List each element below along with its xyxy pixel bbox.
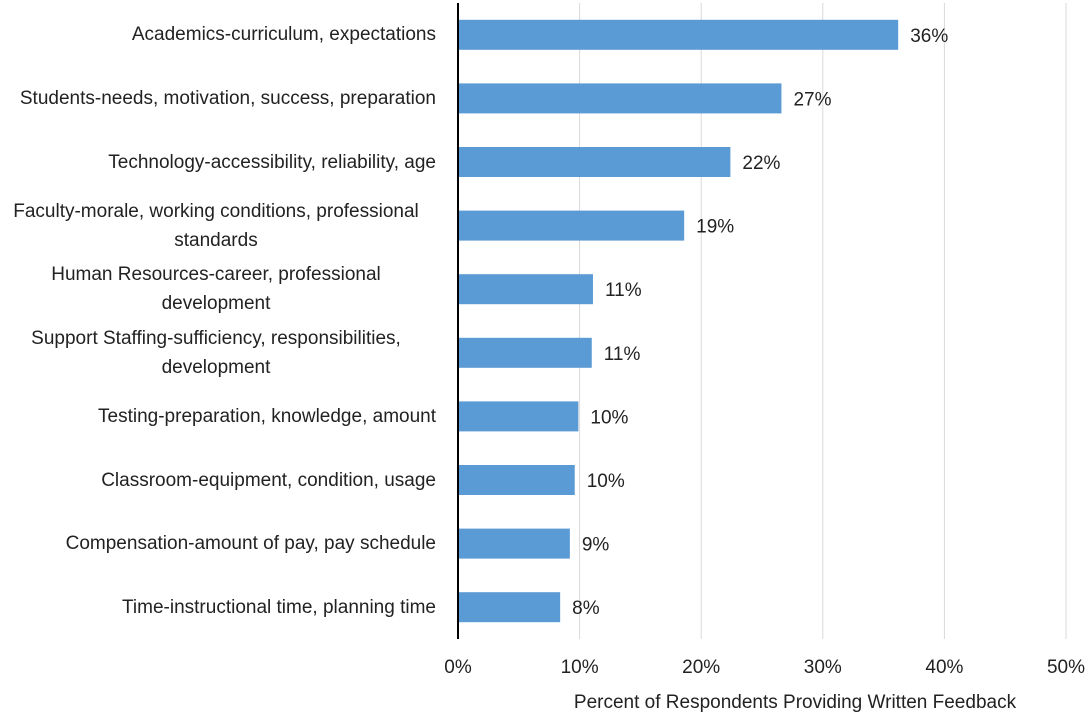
category-label-box: Classroom-equipment, condition, usage xyxy=(0,448,436,512)
y-tick-label: Students-needs, motivation, success, pre… xyxy=(19,87,436,109)
category-label-box: Human Resources-career, professional dev… xyxy=(0,257,436,321)
y-tick-label: Faculty-morale, working conditions, prof… xyxy=(13,200,419,251)
category-label-box: Compensation-amount of pay, pay schedule xyxy=(0,512,436,576)
y-tick-label: Technology-accessibility, reliability, a… xyxy=(108,151,436,173)
y-tick-label: Academics-curriculum, expectations xyxy=(131,24,436,46)
bar xyxy=(458,337,592,368)
data-label: 10% xyxy=(590,407,628,428)
bar xyxy=(458,592,561,623)
y-tick-label: Compensation-amount of pay, pay schedule xyxy=(65,533,436,555)
category-label-box: Students-needs, motivation, success, pre… xyxy=(0,66,436,130)
x-tick-label: 20% xyxy=(682,657,720,678)
bar xyxy=(458,465,575,495)
y-tick-label: Human Resources-career, professional dev… xyxy=(51,264,381,315)
data-label: 19% xyxy=(696,217,734,238)
x-tick-label: 10% xyxy=(561,657,599,678)
x-tick-label: 50% xyxy=(1047,657,1085,678)
data-label: 9% xyxy=(582,535,610,556)
category-label-box: Technology-accessibility, reliability, a… xyxy=(0,130,436,194)
category-label-box: Academics-curriculum, expectations xyxy=(0,3,436,67)
y-tick-label: Testing-preparation, knowledge, amount xyxy=(98,405,436,427)
x-tick-label: 30% xyxy=(804,657,842,678)
data-label: 11% xyxy=(604,344,641,365)
data-label: 27% xyxy=(793,89,831,110)
bar xyxy=(458,83,782,114)
data-label: 36% xyxy=(910,26,948,47)
bar xyxy=(458,147,731,177)
data-label: 22% xyxy=(742,153,780,174)
bar xyxy=(458,401,579,432)
category-label-box: Faculty-morale, working conditions, prof… xyxy=(0,194,436,258)
bar xyxy=(458,210,685,241)
bar xyxy=(458,528,570,559)
category-label-box: Testing-preparation, knowledge, amount xyxy=(0,384,436,448)
category-label-box: Support Staffing-sufficiency, responsibi… xyxy=(0,321,436,385)
y-tick-label: Time-instructional time, planning time xyxy=(122,596,436,618)
data-label: 8% xyxy=(572,598,600,619)
data-label: 10% xyxy=(587,471,625,492)
y-tick-label: Classroom-equipment, condition, usage xyxy=(101,469,436,491)
x-axis-title: Percent of Respondents Providing Written… xyxy=(574,692,1017,713)
bar xyxy=(458,19,899,50)
x-tick-label: 0% xyxy=(444,657,472,678)
x-tick-label: 40% xyxy=(925,657,963,678)
data-label: 11% xyxy=(605,280,642,301)
bar xyxy=(458,274,593,305)
category-label-box: Time-instructional time, planning time xyxy=(0,575,436,639)
y-tick-label: Support Staffing-sufficiency, responsibi… xyxy=(31,327,401,378)
